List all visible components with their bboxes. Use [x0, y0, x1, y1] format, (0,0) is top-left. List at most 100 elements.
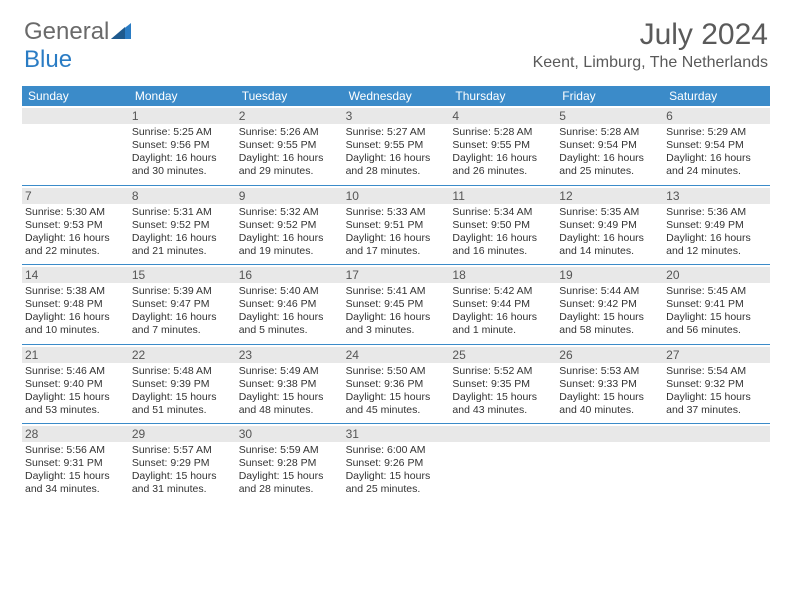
- day-number: 20: [663, 267, 770, 283]
- day-cell: 12 Sunrise: 5:35 AMSunset: 9:49 PMDayligh…: [556, 186, 663, 265]
- day-details: Sunrise: 5:38 AMSunset: 9:48 PMDaylight:…: [25, 285, 126, 338]
- day-cell: 14Sunrise: 5:38 AMSunset: 9:48 PMDayligh…: [22, 265, 129, 344]
- day-cell: 8Sunrise: 5:31 AMSunset: 9:52 PMDaylight…: [129, 186, 236, 265]
- day-number: 28: [22, 426, 129, 442]
- day-cell: 27 Sunrise: 5:54 AMSunset: 9:32 PMDayligh…: [663, 345, 770, 424]
- weekday-header: Sunday: [22, 86, 129, 106]
- day-details: Sunrise: 5:50 AMSunset: 9:36 PMDaylight:…: [346, 365, 447, 418]
- day-details: Sunrise: 5:30 AMSunset: 9:53 PMDaylight:…: [25, 206, 126, 259]
- day-cell: 10 Sunrise: 5:33 AMSunset: 9:51 PMDayligh…: [343, 186, 450, 265]
- day-number: 31: [343, 426, 450, 442]
- day-cell: 16Sunrise: 5:40 AMSunset: 9:46 PMDayligh…: [236, 265, 343, 344]
- day-details: Sunrise: 5:40 AMSunset: 9:46 PMDaylight:…: [239, 285, 340, 338]
- day-cell: 22Sunrise: 5:48 AMSunset: 9:39 PMDayligh…: [129, 345, 236, 424]
- day-cell: 1Sunrise: 5:25 AMSunset: 9:56 PMDaylight…: [129, 106, 236, 185]
- day-cell: 29 Sunrise: 5:57 AMSunset: 9:29 PMDayligh…: [129, 424, 236, 503]
- weekday-header-row: SundayMondayTuesdayWednesdayThursdayFrid…: [22, 86, 770, 106]
- calendar-week: 7Sunrise: 5:30 AMSunset: 9:53 PMDaylight…: [22, 185, 770, 265]
- day-cell: 5 Sunrise: 5:28 AMSunset: 9:54 PMDaylight…: [556, 106, 663, 185]
- day-number: 6: [663, 108, 770, 124]
- day-details: Sunrise: 5:44 AMSunset: 9:42 PMDaylight:…: [559, 285, 660, 338]
- day-number: 19: [556, 267, 663, 283]
- day-details: Sunrise: 5:45 AMSunset: 9:41 PMDaylight:…: [666, 285, 767, 338]
- day-number: 3: [343, 108, 450, 124]
- title-block: July 2024 Keent, Limburg, The Netherland…: [533, 18, 768, 72]
- day-details: Sunrise: 5:35 AMSunset: 9:49 PMDaylight:…: [559, 206, 660, 259]
- day-details: Sunrise: 5:33 AMSunset: 9:51 PMDaylight:…: [346, 206, 447, 259]
- calendar-week: 1Sunrise: 5:25 AMSunset: 9:56 PMDaylight…: [22, 106, 770, 185]
- day-number: [449, 426, 556, 442]
- day-details: Sunrise: 5:34 AMSunset: 9:50 PMDaylight:…: [452, 206, 553, 259]
- day-details: Sunrise: 6:00 AMSunset: 9:26 PMDaylight:…: [346, 444, 447, 497]
- calendar-body: 1Sunrise: 5:25 AMSunset: 9:56 PMDaylight…: [22, 106, 770, 503]
- day-cell: 20 Sunrise: 5:45 AMSunset: 9:41 PMDayligh…: [663, 265, 770, 344]
- day-number: 5: [556, 108, 663, 124]
- day-cell: 17Sunrise: 5:41 AMSunset: 9:45 PMDayligh…: [343, 265, 450, 344]
- day-cell: 30 Sunrise: 5:59 AMSunset: 9:28 PMDayligh…: [236, 424, 343, 503]
- day-number: 26: [556, 347, 663, 363]
- day-cell: 31 Sunrise: 6:00 AMSunset: 9:26 PMDayligh…: [343, 424, 450, 503]
- day-details: Sunrise: 5:57 AMSunset: 9:29 PMDaylight:…: [132, 444, 233, 497]
- day-number: 9: [236, 188, 343, 204]
- day-details: Sunrise: 5:39 AMSunset: 9:47 PMDaylight:…: [132, 285, 233, 338]
- day-details: Sunrise: 5:53 AMSunset: 9:33 PMDaylight:…: [559, 365, 660, 418]
- day-details: Sunrise: 5:56 AMSunset: 9:31 PMDaylight:…: [25, 444, 126, 497]
- day-details: Sunrise: 5:42 AMSunset: 9:44 PMDaylight:…: [452, 285, 553, 338]
- day-number: 8: [129, 188, 236, 204]
- calendar: SundayMondayTuesdayWednesdayThursdayFrid…: [22, 86, 770, 503]
- day-details: Sunrise: 5:32 AMSunset: 9:52 PMDaylight:…: [239, 206, 340, 259]
- day-details: Sunrise: 5:52 AMSunset: 9:35 PMDaylight:…: [452, 365, 553, 418]
- calendar-week: 28 Sunrise: 5:56 AMSunset: 9:31 PMDayligh…: [22, 423, 770, 503]
- day-details: Sunrise: 5:28 AMSunset: 9:54 PMDaylight:…: [559, 126, 660, 179]
- day-details: Sunrise: 5:59 AMSunset: 9:28 PMDaylight:…: [239, 444, 340, 497]
- day-details: Sunrise: 5:29 AMSunset: 9:54 PMDaylight:…: [666, 126, 767, 179]
- day-cell: 6 Sunrise: 5:29 AMSunset: 9:54 PMDaylight…: [663, 106, 770, 185]
- weekday-header: Thursday: [449, 86, 556, 106]
- day-cell: 28 Sunrise: 5:56 AMSunset: 9:31 PMDayligh…: [22, 424, 129, 503]
- day-number: 2: [236, 108, 343, 124]
- day-number: 22: [129, 347, 236, 363]
- weekday-header: Saturday: [663, 86, 770, 106]
- day-cell: 24 Sunrise: 5:50 AMSunset: 9:36 PMDayligh…: [343, 345, 450, 424]
- day-number: 4: [449, 108, 556, 124]
- day-details: Sunrise: 5:26 AMSunset: 9:55 PMDaylight:…: [239, 126, 340, 179]
- day-cell: 23Sunrise: 5:49 AMSunset: 9:38 PMDayligh…: [236, 345, 343, 424]
- day-cell: 4 Sunrise: 5:28 AMSunset: 9:55 PMDaylight…: [449, 106, 556, 185]
- logo-text-2: Blue: [24, 46, 72, 74]
- day-details: Sunrise: 5:27 AMSunset: 9:55 PMDaylight:…: [346, 126, 447, 179]
- day-details: Sunrise: 5:54 AMSunset: 9:32 PMDaylight:…: [666, 365, 767, 418]
- day-cell: 13 Sunrise: 5:36 AMSunset: 9:49 PMDayligh…: [663, 186, 770, 265]
- day-cell: 26 Sunrise: 5:53 AMSunset: 9:33 PMDayligh…: [556, 345, 663, 424]
- logo: General: [24, 18, 131, 46]
- day-details: Sunrise: 5:36 AMSunset: 9:49 PMDaylight:…: [666, 206, 767, 259]
- day-number: [22, 108, 129, 124]
- day-number: 10: [343, 188, 450, 204]
- day-details: Sunrise: 5:49 AMSunset: 9:38 PMDaylight:…: [239, 365, 340, 418]
- location: Keent, Limburg, The Netherlands: [533, 54, 768, 72]
- day-number: 18: [449, 267, 556, 283]
- day-number: 13: [663, 188, 770, 204]
- day-number: 27: [663, 347, 770, 363]
- logo-text-1: General: [24, 18, 109, 46]
- day-cell: 19 Sunrise: 5:44 AMSunset: 9:42 PMDayligh…: [556, 265, 663, 344]
- logo-triangle-icon: [111, 23, 131, 39]
- day-cell: [663, 424, 770, 503]
- day-cell: 9 Sunrise: 5:32 AMSunset: 9:52 PMDaylight…: [236, 186, 343, 265]
- day-number: 29: [129, 426, 236, 442]
- day-number: 30: [236, 426, 343, 442]
- weekday-header: Wednesday: [343, 86, 450, 106]
- day-cell: 3 Sunrise: 5:27 AMSunset: 9:55 PMDaylight…: [343, 106, 450, 185]
- calendar-week: 21Sunrise: 5:46 AMSunset: 9:40 PMDayligh…: [22, 344, 770, 424]
- day-details: Sunrise: 5:46 AMSunset: 9:40 PMDaylight:…: [25, 365, 126, 418]
- day-cell: [556, 424, 663, 503]
- day-number: 11: [449, 188, 556, 204]
- day-number: 12: [556, 188, 663, 204]
- day-details: Sunrise: 5:28 AMSunset: 9:55 PMDaylight:…: [452, 126, 553, 179]
- day-details: Sunrise: 5:25 AMSunset: 9:56 PMDaylight:…: [132, 126, 233, 179]
- weekday-header: Tuesday: [236, 86, 343, 106]
- day-cell: 2 Sunrise: 5:26 AMSunset: 9:55 PMDaylight…: [236, 106, 343, 185]
- day-cell: 15Sunrise: 5:39 AMSunset: 9:47 PMDayligh…: [129, 265, 236, 344]
- day-cell: [22, 106, 129, 185]
- day-number: 24: [343, 347, 450, 363]
- calendar-week: 14Sunrise: 5:38 AMSunset: 9:48 PMDayligh…: [22, 264, 770, 344]
